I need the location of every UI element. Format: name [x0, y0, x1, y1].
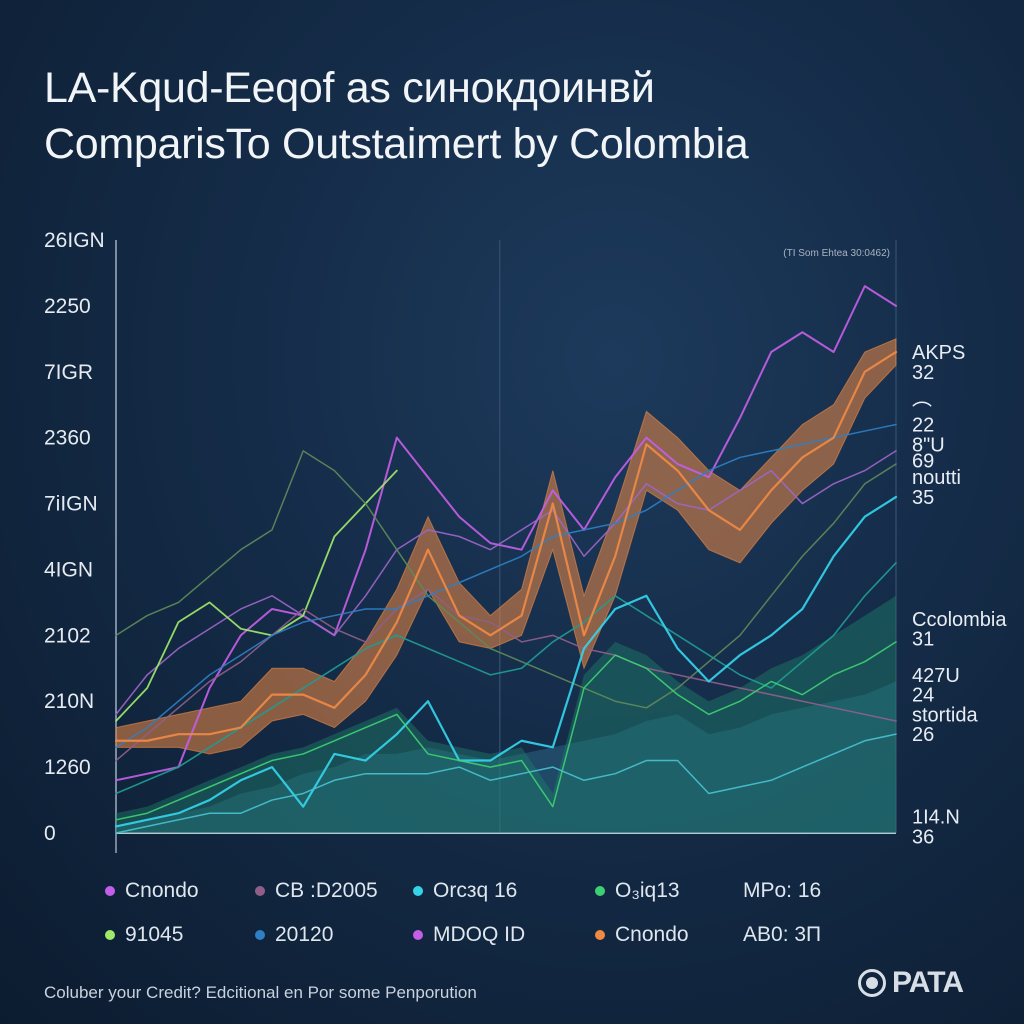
area-series [116, 595, 896, 833]
legend-label: 20120 [275, 923, 334, 946]
series-end-label: 427U [912, 665, 960, 687]
line-series [115, 450, 897, 716]
band-series [115, 338, 897, 755]
series-end-label: 35 [912, 487, 934, 509]
series-end-label: 8"U [912, 434, 945, 456]
series-end-label: 22 [912, 414, 934, 436]
line-series [114, 495, 898, 828]
y-tick-label: 26IGN [44, 229, 105, 252]
legend-value: AB0: 3П [743, 923, 822, 946]
legend-item: MDOQ ID [413, 923, 595, 947]
line-series [115, 450, 897, 709]
series-end-label: ⌒ [912, 400, 932, 423]
legend-swatch [413, 930, 423, 940]
y-tick-label: 7iIGN [44, 493, 98, 516]
legend-label: O₃iq13 [615, 879, 680, 902]
legend-label: 91045 [125, 923, 184, 946]
legend-row-2: 91045 20120 MDOQ ID Cnondo AB0: 3П [105, 918, 865, 952]
legend-swatch [255, 886, 265, 896]
chart-title-line-2: ComparisTo Outstaimert by Colombia [44, 120, 749, 168]
brand-logo: PATA [858, 966, 964, 1000]
logo-icon [858, 969, 886, 997]
y-tick-label: 7IGR [44, 361, 93, 384]
y-tick-label: 4IGN [44, 558, 93, 581]
series-end-label: 36 [912, 826, 934, 848]
series-end-label: stortida [912, 704, 978, 726]
legend-row-1: Cnondo CB :D2005 Orcзq 16 O₃iq13 MPo: 16 [105, 874, 865, 908]
legend-swatch [413, 886, 423, 896]
legend-item: 20120 [255, 923, 413, 947]
line-series [114, 350, 898, 742]
chart-title: LA-Kqud-Eeqof as синокдоинвй ComparisTo … [44, 60, 1004, 172]
legend-swatch [595, 930, 605, 940]
y-tick-label: 210N [44, 690, 94, 713]
y-tick-label: 0 [44, 822, 56, 845]
legend-label: CB :D2005 [275, 879, 378, 902]
line-series [115, 562, 897, 795]
line-series [115, 588, 897, 762]
legend-label: Orcзq 16 [433, 879, 518, 902]
logo-text: PATA [892, 966, 964, 999]
chart-annotation: (TI Som Ehtea 30:0462) [783, 248, 890, 259]
legend-label: MDOQ ID [433, 923, 526, 946]
legend-item: Cnondo [595, 923, 743, 947]
series-end-label: 31 [912, 629, 934, 651]
line-series [115, 469, 398, 722]
chart-title-line-1: LA-Kqud-Eeqof as синокдоинвй [44, 64, 655, 112]
series-end-label: 69 [912, 451, 934, 473]
legend-item: 91045 [105, 923, 255, 947]
legend-label: Cnondo [615, 923, 689, 946]
legend-item: Cnondo [105, 879, 255, 903]
series-end-label: noutti [912, 467, 961, 489]
footer-caption: Coluber your Credit? Edcitional en Por s… [44, 983, 477, 1002]
series-end-label: 1I4.N [912, 807, 960, 829]
legend-label: Cnondo [125, 879, 199, 902]
legend-item: CB :D2005 [255, 879, 413, 903]
legend-item: Orcзq 16 [413, 879, 595, 903]
y-tick-label: 2360 [44, 427, 91, 450]
legend: Cnondo CB :D2005 Orcзq 16 O₃iq13 MPo: 16… [105, 874, 865, 962]
legend-swatch [105, 886, 115, 896]
series-end-label: Ccolombia [912, 609, 1007, 631]
series-end-label: 26 [912, 724, 934, 746]
legend-value: MPo: 16 [743, 879, 822, 902]
legend-swatch [595, 886, 605, 896]
line-series [115, 423, 897, 749]
legend-item: O₃iq13 [595, 879, 743, 903]
line-series [115, 733, 897, 834]
series-end-label: 24 [912, 685, 934, 707]
legend-swatch [255, 930, 265, 940]
legend-swatch [105, 930, 115, 940]
y-tick-label: 1260 [44, 756, 91, 779]
series-end-label: 32 [912, 362, 934, 384]
line-series [115, 641, 897, 821]
line-series [115, 285, 897, 782]
series-end-label: AKPS [912, 342, 965, 364]
y-tick-label: 2102 [44, 624, 91, 647]
y-tick-label: 2250 [44, 295, 91, 318]
